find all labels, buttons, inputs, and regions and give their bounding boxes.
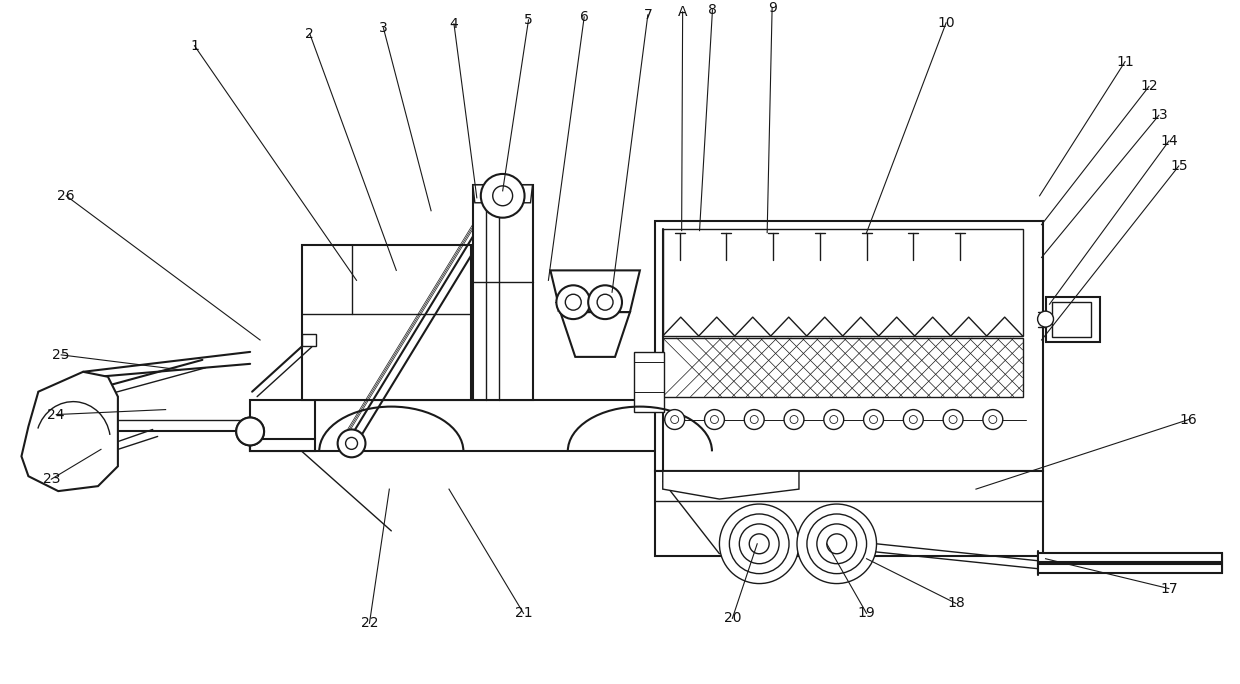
Bar (655, 471, 1043, 555)
Circle shape (236, 417, 264, 445)
Text: 26: 26 (57, 189, 74, 203)
Circle shape (346, 438, 357, 449)
Text: 20: 20 (724, 611, 742, 625)
Text: 10: 10 (937, 16, 955, 30)
Text: A: A (678, 5, 687, 19)
Polygon shape (472, 185, 532, 202)
Bar (1045, 298, 1100, 342)
Polygon shape (551, 270, 640, 312)
Text: 11: 11 (1116, 55, 1133, 68)
Bar (634, 352, 663, 412)
Text: 4: 4 (450, 17, 459, 31)
Circle shape (665, 410, 684, 430)
Circle shape (492, 186, 512, 206)
Circle shape (481, 174, 525, 218)
Circle shape (671, 416, 678, 423)
Text: 3: 3 (379, 21, 388, 35)
Circle shape (797, 504, 877, 583)
Circle shape (729, 514, 789, 574)
Circle shape (863, 410, 883, 430)
Circle shape (565, 294, 582, 310)
Text: 9: 9 (768, 1, 776, 15)
Circle shape (944, 410, 963, 430)
Text: 7: 7 (644, 8, 652, 22)
Circle shape (337, 430, 366, 458)
Text: 8: 8 (708, 3, 717, 17)
Circle shape (749, 534, 769, 554)
Circle shape (1038, 311, 1054, 327)
Circle shape (588, 285, 622, 319)
Text: 23: 23 (42, 472, 60, 486)
Text: 17: 17 (1161, 581, 1178, 596)
Circle shape (830, 416, 838, 423)
Text: 1: 1 (190, 39, 198, 53)
Circle shape (704, 410, 724, 430)
Bar (655, 221, 1043, 471)
Bar (1038, 564, 1221, 573)
Bar (250, 439, 315, 451)
Bar (301, 245, 471, 399)
Text: 25: 25 (52, 348, 69, 362)
Bar (662, 338, 1023, 397)
Circle shape (823, 410, 843, 430)
Circle shape (807, 514, 867, 574)
Circle shape (904, 410, 924, 430)
Circle shape (790, 416, 799, 423)
Circle shape (949, 416, 957, 423)
Bar (1052, 302, 1091, 337)
Circle shape (827, 534, 847, 554)
Circle shape (909, 416, 918, 423)
Text: 12: 12 (1140, 79, 1158, 94)
Text: 19: 19 (858, 607, 875, 620)
Polygon shape (560, 312, 630, 357)
Text: 24: 24 (47, 408, 64, 421)
Text: 21: 21 (515, 607, 532, 620)
Circle shape (719, 504, 799, 583)
Text: 13: 13 (1149, 108, 1168, 122)
Text: 6: 6 (580, 10, 589, 24)
Bar (1038, 553, 1221, 562)
Circle shape (711, 416, 718, 423)
Circle shape (557, 285, 590, 319)
Text: 22: 22 (361, 616, 378, 631)
Bar (250, 399, 1040, 451)
Circle shape (739, 524, 779, 564)
Polygon shape (21, 372, 118, 491)
Circle shape (598, 294, 613, 310)
Circle shape (988, 416, 997, 423)
Circle shape (869, 416, 878, 423)
Text: 5: 5 (525, 13, 533, 27)
Circle shape (744, 410, 764, 430)
Circle shape (236, 417, 264, 445)
Circle shape (817, 524, 857, 564)
Text: 15: 15 (1171, 159, 1188, 173)
Bar (662, 228, 1023, 336)
Text: 14: 14 (1161, 134, 1178, 148)
Bar (301, 334, 316, 346)
Text: 18: 18 (947, 596, 965, 610)
Circle shape (784, 410, 804, 430)
Text: 16: 16 (1179, 412, 1198, 427)
Polygon shape (662, 471, 799, 499)
Bar (472, 185, 532, 399)
Circle shape (983, 410, 1003, 430)
Circle shape (750, 416, 758, 423)
Text: 2: 2 (305, 27, 314, 41)
